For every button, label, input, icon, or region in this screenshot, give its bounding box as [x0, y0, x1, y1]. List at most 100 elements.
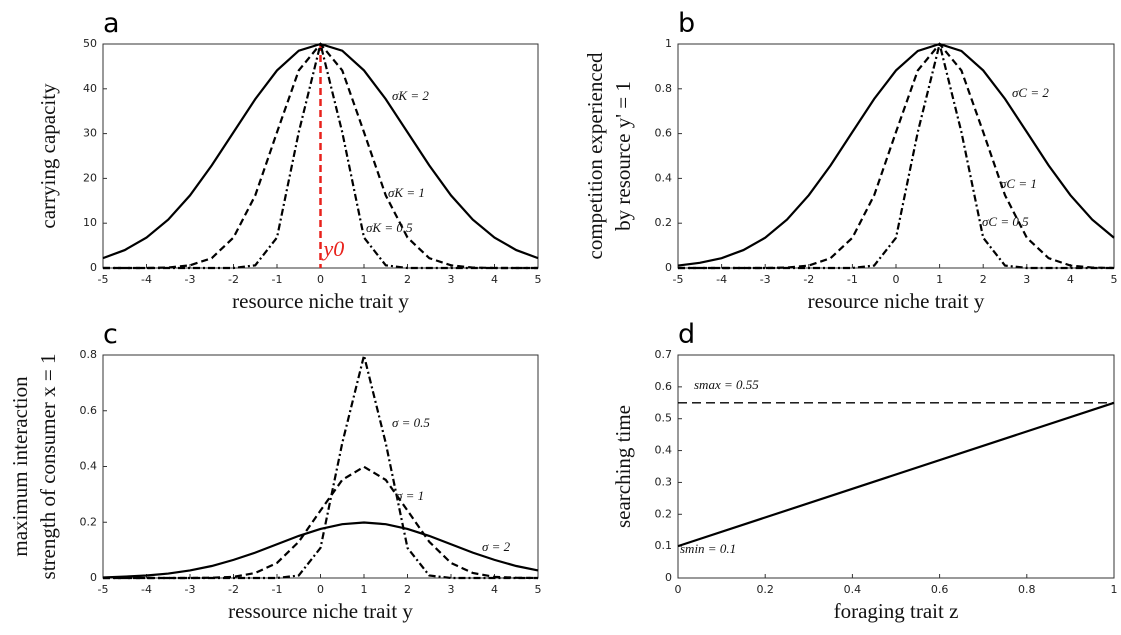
x-tick-label: 5 — [535, 273, 542, 286]
x-axis-label: ressource niche trait y — [228, 599, 413, 623]
axes-frame — [102, 354, 539, 579]
y-tick-label: 10 — [83, 216, 97, 229]
series-label: σ = 1 — [396, 488, 424, 503]
y-tick-label: 0 — [90, 571, 97, 584]
y-tick-label: 0.2 — [80, 515, 98, 528]
x-tick-label: -3 — [185, 583, 196, 596]
x-tick-label: 5 — [535, 583, 542, 596]
y-axis-label: searching time — [611, 405, 635, 528]
y-tick-label: 40 — [83, 82, 97, 95]
x-axis-label: resource niche trait y — [808, 289, 985, 313]
x-tick-label: 0.2 — [756, 583, 774, 596]
y-axis-label: carrying capacity — [36, 83, 60, 229]
y-tick-label: 0.8 — [655, 82, 673, 95]
y-tick-label: 0 — [665, 261, 672, 274]
y-tick-label: 30 — [83, 127, 97, 140]
series-line — [678, 42, 1115, 270]
y-tick-label: 0 — [90, 261, 97, 274]
y-tick-label: 0.6 — [655, 380, 673, 393]
x-tick-label: -1 — [272, 273, 283, 286]
series-line — [677, 42, 1115, 267]
x-tick-label: 3 — [448, 583, 455, 596]
series-label: smax = 0.55 — [694, 377, 759, 392]
x-tick-label: -4 — [141, 273, 152, 286]
y-axis-label: maximum interaction — [8, 376, 32, 557]
axes-frame — [677, 43, 1115, 269]
panel-letter: b — [678, 8, 695, 39]
series-line — [677, 401, 1115, 548]
y-tick-label: 0.6 — [655, 127, 673, 140]
x-tick-label: -4 — [716, 273, 727, 286]
axes-frame — [677, 354, 1115, 579]
y-tick-label: 0.6 — [80, 404, 98, 417]
x-tick-label: -2 — [228, 273, 239, 286]
panel-letter: a — [103, 8, 120, 39]
series-line — [103, 43, 538, 270]
x-tick-label: 0 — [893, 273, 900, 286]
x-tick-label: 4 — [491, 583, 498, 596]
x-tick-label: -2 — [803, 273, 814, 286]
x-tick-label: 2 — [404, 273, 411, 286]
y-tick-label: 0.5 — [655, 412, 673, 425]
x-axis-label: resource niche trait y — [232, 289, 409, 313]
x-tick-label: -4 — [141, 583, 152, 596]
series-line — [678, 43, 1114, 270]
x-tick-label: 0.4 — [844, 583, 862, 596]
series-label: smin = 0.1 — [680, 541, 736, 556]
series-label: σC = 1 — [1000, 176, 1037, 191]
y-tick-label: 50 — [83, 37, 97, 50]
panel-letter: d — [678, 319, 695, 350]
y-tick-label: 20 — [83, 171, 97, 184]
x-tick-label: -1 — [847, 273, 858, 286]
x-tick-label: -5 — [98, 583, 109, 596]
x-tick-label: 1 — [1111, 583, 1118, 596]
y-axis-label: by resource y' = 1 — [611, 81, 635, 231]
y-tick-label: 0.4 — [655, 444, 673, 457]
series-label: σC = 2 — [1012, 85, 1049, 100]
x-tick-label: 1 — [936, 273, 943, 286]
x-tick-label: -3 — [760, 273, 771, 286]
x-tick-label: -2 — [228, 583, 239, 596]
series-label: σK = 2 — [392, 88, 429, 103]
y-tick-label: 1 — [665, 37, 672, 50]
x-tick-label: 3 — [448, 273, 455, 286]
y-tick-label: 0.2 — [655, 507, 673, 520]
panel-letter: c — [103, 319, 118, 350]
y-axis-label: competition experienced — [583, 52, 607, 259]
x-tick-label: -3 — [185, 273, 196, 286]
series-label: σ = 0.5 — [392, 415, 430, 430]
series-line — [102, 521, 539, 579]
y-tick-label: 0.2 — [655, 216, 673, 229]
reference-label: y0 — [322, 236, 345, 261]
x-tick-label: 0.8 — [1018, 583, 1036, 596]
x-tick-label: 5 — [1111, 273, 1118, 286]
series-label: σK = 0.5 — [366, 220, 413, 235]
series-line — [103, 465, 539, 580]
x-tick-label: 2 — [980, 273, 987, 286]
x-tick-label: 0.6 — [931, 583, 949, 596]
x-tick-label: 1 — [361, 583, 368, 596]
x-tick-label: -1 — [272, 583, 283, 596]
x-tick-label: -5 — [673, 273, 684, 286]
y-axis-label: strength of consumer x = 1 — [36, 354, 60, 580]
x-tick-label: 3 — [1023, 273, 1030, 286]
x-tick-label: 4 — [491, 273, 498, 286]
series-label: σC = 0.5 — [982, 214, 1029, 229]
x-axis-label: foraging trait z — [834, 599, 959, 623]
x-tick-label: 1 — [361, 273, 368, 286]
x-tick-label: 0 — [317, 273, 324, 286]
y-tick-label: 0.7 — [655, 348, 673, 361]
y-tick-label: 0.8 — [80, 348, 98, 361]
series-label: σ = 2 — [482, 539, 511, 554]
series-line — [103, 355, 538, 580]
y-tick-label: 0.1 — [655, 539, 673, 552]
y-tick-label: 0 — [665, 571, 672, 584]
y-tick-label: 0.3 — [655, 475, 673, 488]
x-tick-label: 4 — [1067, 273, 1074, 286]
series-label: σK = 1 — [388, 185, 425, 200]
y-tick-label: 0.4 — [80, 460, 98, 473]
y-tick-label: 0.4 — [655, 171, 673, 184]
x-tick-label: 0 — [317, 583, 324, 596]
x-tick-label: 0 — [675, 583, 682, 596]
